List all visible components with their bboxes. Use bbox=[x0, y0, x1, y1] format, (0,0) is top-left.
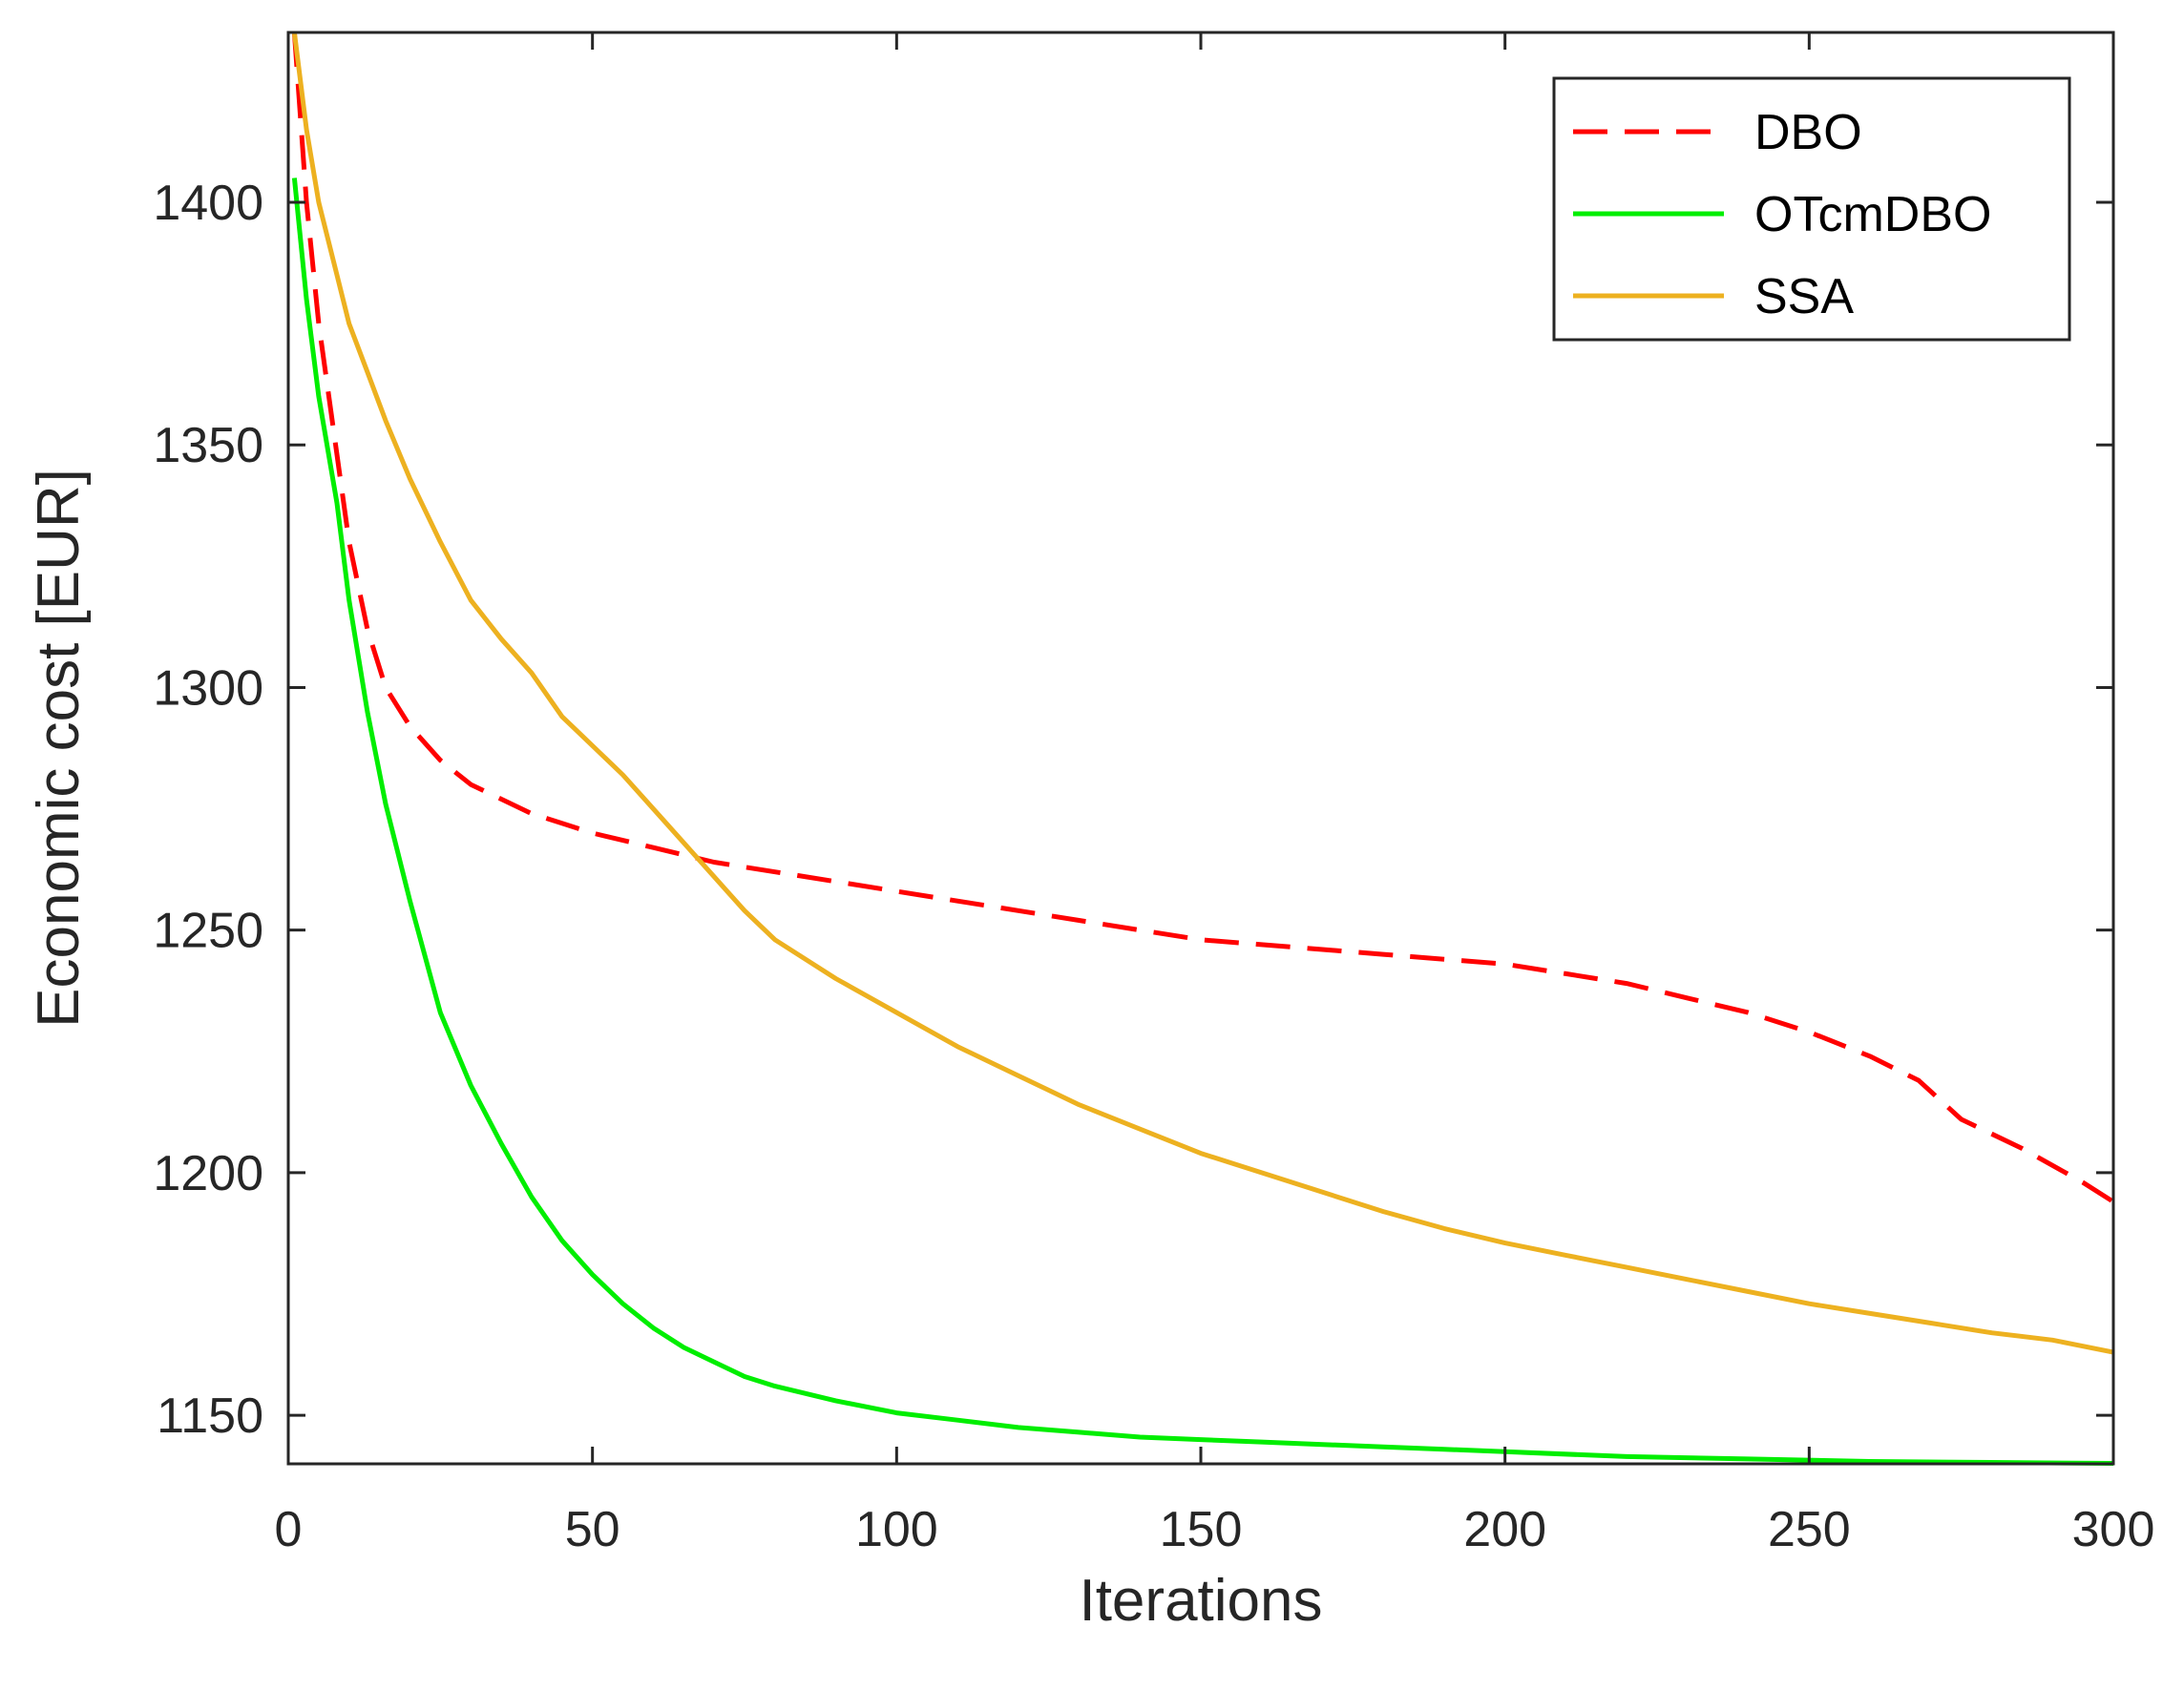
series-line-ssa bbox=[291, 31, 2114, 1355]
x-tick-label: 50 bbox=[565, 1502, 620, 1557]
legend-label-otcmdbo: OTcmDBO bbox=[1754, 187, 1991, 242]
series-line-dbo bbox=[291, 31, 2115, 1204]
y-tick-label: 1200 bbox=[153, 1146, 263, 1201]
ticks-layer: 0 50 100 150 200 250 300 1150 1200 1250 1300 1350 14… bbox=[153, 32, 2154, 1557]
y-tick-label: 1400 bbox=[153, 176, 263, 231]
x-tick-label: 250 bbox=[1768, 1502, 1851, 1557]
x-tick-label: 150 bbox=[1160, 1502, 1243, 1557]
x-tick-label: 200 bbox=[1463, 1502, 1546, 1557]
y-tick-label: 1150 bbox=[157, 1388, 263, 1444]
series-layer bbox=[291, 31, 2115, 1466]
plot-frame bbox=[286, 31, 2115, 1466]
y-tick-label: 1250 bbox=[153, 904, 263, 959]
legend-label-ssa: SSA bbox=[1754, 269, 1854, 324]
legend: DBO OTcmDBO SSA bbox=[1552, 76, 2071, 342]
series-line-otcmdbo bbox=[291, 177, 2114, 1466]
legend-label-dbo: DBO bbox=[1754, 105, 1862, 160]
x-axis-label: Iterations bbox=[1079, 1568, 1322, 1634]
x-tick-label: 100 bbox=[855, 1502, 938, 1557]
x-tick-label: 300 bbox=[2072, 1502, 2155, 1557]
y-axis-label: Economic cost [EUR] bbox=[26, 469, 92, 1028]
y-tick-label: 1300 bbox=[153, 660, 263, 716]
y-tick-label: 1350 bbox=[153, 418, 263, 473]
x-tick-label: 0 bbox=[275, 1502, 303, 1557]
